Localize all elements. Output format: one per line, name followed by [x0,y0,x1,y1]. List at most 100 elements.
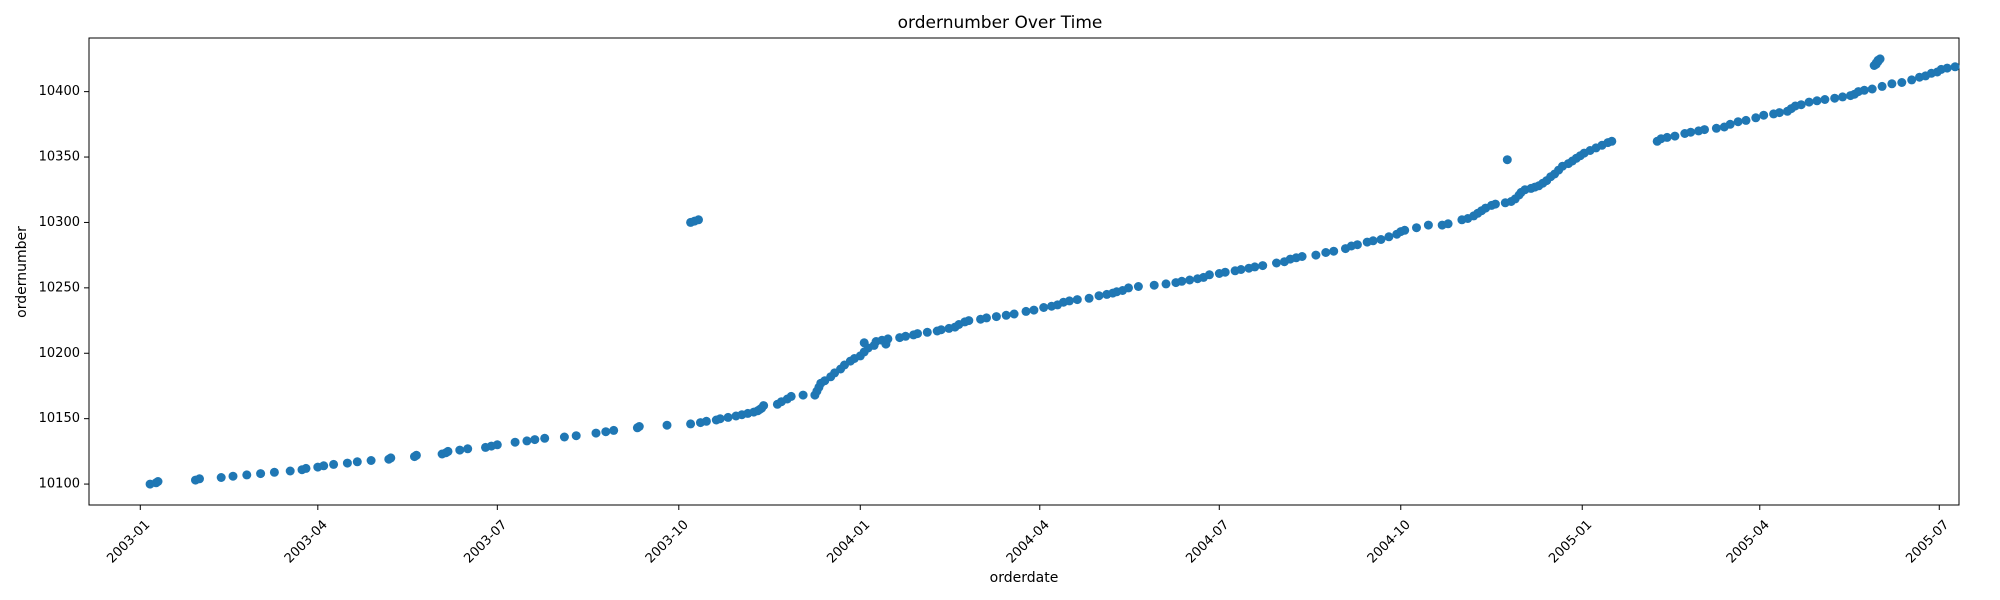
y-tick-label: 10400 [39,84,80,99]
data-point [786,391,796,401]
data-point [256,469,266,479]
data-point [269,467,279,477]
data-point [153,477,163,486]
chart-title: ordernumber Over Time [898,13,1103,33]
data-point [1950,62,1960,72]
data-point [1094,291,1104,301]
data-point [634,422,644,431]
data-point [859,338,869,348]
data-point [1329,246,1339,256]
data-point [798,390,808,400]
plot-frame [88,37,1960,506]
data-point [1733,117,1743,127]
data-point [1907,75,1917,85]
data-point [1686,127,1696,137]
data-point [1161,279,1171,289]
data-point [1250,262,1260,272]
data-point [1272,258,1281,268]
data-point [601,427,611,437]
data-point [1177,276,1187,286]
data-point [1670,131,1680,141]
data-point [1607,136,1617,146]
data-point [1352,240,1362,250]
data-point [883,334,893,344]
data-point [1384,232,1394,242]
data-point [1897,78,1907,87]
x-tick-label: 2004-01 [824,517,873,566]
y-tick-label: 10350 [39,150,80,165]
data-point [1725,119,1735,129]
data-point [694,215,703,225]
data-point [319,461,329,471]
y-tick-label: 10300 [39,215,80,230]
data-point [1258,261,1268,271]
data-point [1423,220,1433,230]
x-tick-label: 2003-04 [282,517,331,566]
data-point [1443,219,1453,229]
data-point [662,420,672,430]
data-point [1490,199,1500,209]
data-point [1741,115,1751,125]
data-point [1124,283,1133,293]
x-tick-label: 2005-07 [1903,517,1952,566]
data-point [1875,54,1885,64]
data-point [1001,310,1011,320]
data-point [1149,280,1159,290]
data-point [1204,270,1214,280]
data-point [964,316,974,326]
data-point [1942,63,1952,73]
data-point [591,428,601,438]
data-point [1064,296,1074,306]
data-point [1185,275,1195,285]
data-point [1021,306,1031,316]
data-point [1887,79,1897,89]
data-point [1321,248,1331,257]
data-point [759,401,769,411]
data-point [510,437,520,447]
data-point [991,312,1001,322]
data-point [366,456,376,465]
x-tick-label: 2004-07 [1183,517,1232,566]
y-axis-title: ordernumber [14,226,30,318]
data-point [913,329,922,339]
data-point [1820,95,1830,104]
data-point [1775,108,1784,118]
data-point [1084,293,1094,303]
x-tick-label: 2005-01 [1546,517,1595,566]
data-point [901,331,911,341]
y-tick-label: 10150 [39,411,80,426]
data-point [609,425,619,435]
x-tick-label: 2005-04 [1724,517,1773,566]
x-tick-label: 2003-07 [461,517,510,566]
y-tick-label: 10200 [39,346,80,361]
data-point [1412,223,1421,233]
data-point [1662,132,1672,142]
data-point [1867,84,1877,94]
data-point [1711,123,1721,133]
data-point [455,445,465,455]
data-point [1796,100,1806,110]
data-point [1009,309,1019,319]
data-point [1029,305,1039,315]
data-point [571,431,581,441]
data-point [1039,303,1049,312]
data-point [1133,282,1143,291]
y-tick-label: 10100 [39,477,80,492]
data-point [1220,267,1230,277]
data-point [922,327,932,337]
data-point [463,444,473,454]
data-point [1400,225,1410,235]
data-point [195,474,204,484]
data-point [1311,250,1321,260]
data-point [1502,155,1512,165]
x-axis-title: orderdate [990,570,1059,586]
data-point [443,446,453,456]
data-point [1297,252,1307,261]
data-point [1830,93,1840,103]
x-axis: 2003-01 2003-04 2003-07 2003-10 2004-01 2004-… [104,505,1952,566]
data-point [1700,125,1709,135]
data-point [1804,97,1814,107]
x-tick-label: 2003-10 [643,517,692,566]
data-point [1812,96,1822,106]
